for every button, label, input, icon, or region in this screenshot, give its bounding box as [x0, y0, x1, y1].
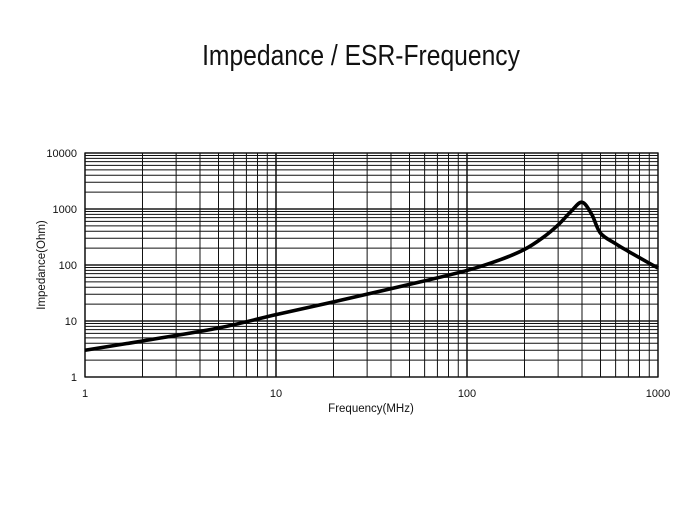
chart-title: Impedance / ESR-Frequency — [202, 40, 520, 72]
plot-frame — [84, 152, 659, 378]
x-tick-label: 100 — [458, 388, 476, 400]
x-axis-label: Frequency(MHz) — [328, 403, 414, 415]
x-tick-label: 1000 — [646, 388, 670, 400]
y-tick-label: 1000 — [53, 204, 77, 216]
y-tick-label: 10000 — [46, 148, 77, 160]
impedance-curve — [84, 200, 659, 353]
y-tick-label: 10 — [65, 316, 77, 328]
y-axis-label: Impedance(Ohm) — [36, 220, 48, 310]
y-tick-label: 1 — [71, 372, 77, 384]
y-tick-label: 100 — [59, 260, 77, 272]
x-tick-label: 1 — [82, 388, 88, 400]
x-tick-label: 10 — [270, 388, 282, 400]
